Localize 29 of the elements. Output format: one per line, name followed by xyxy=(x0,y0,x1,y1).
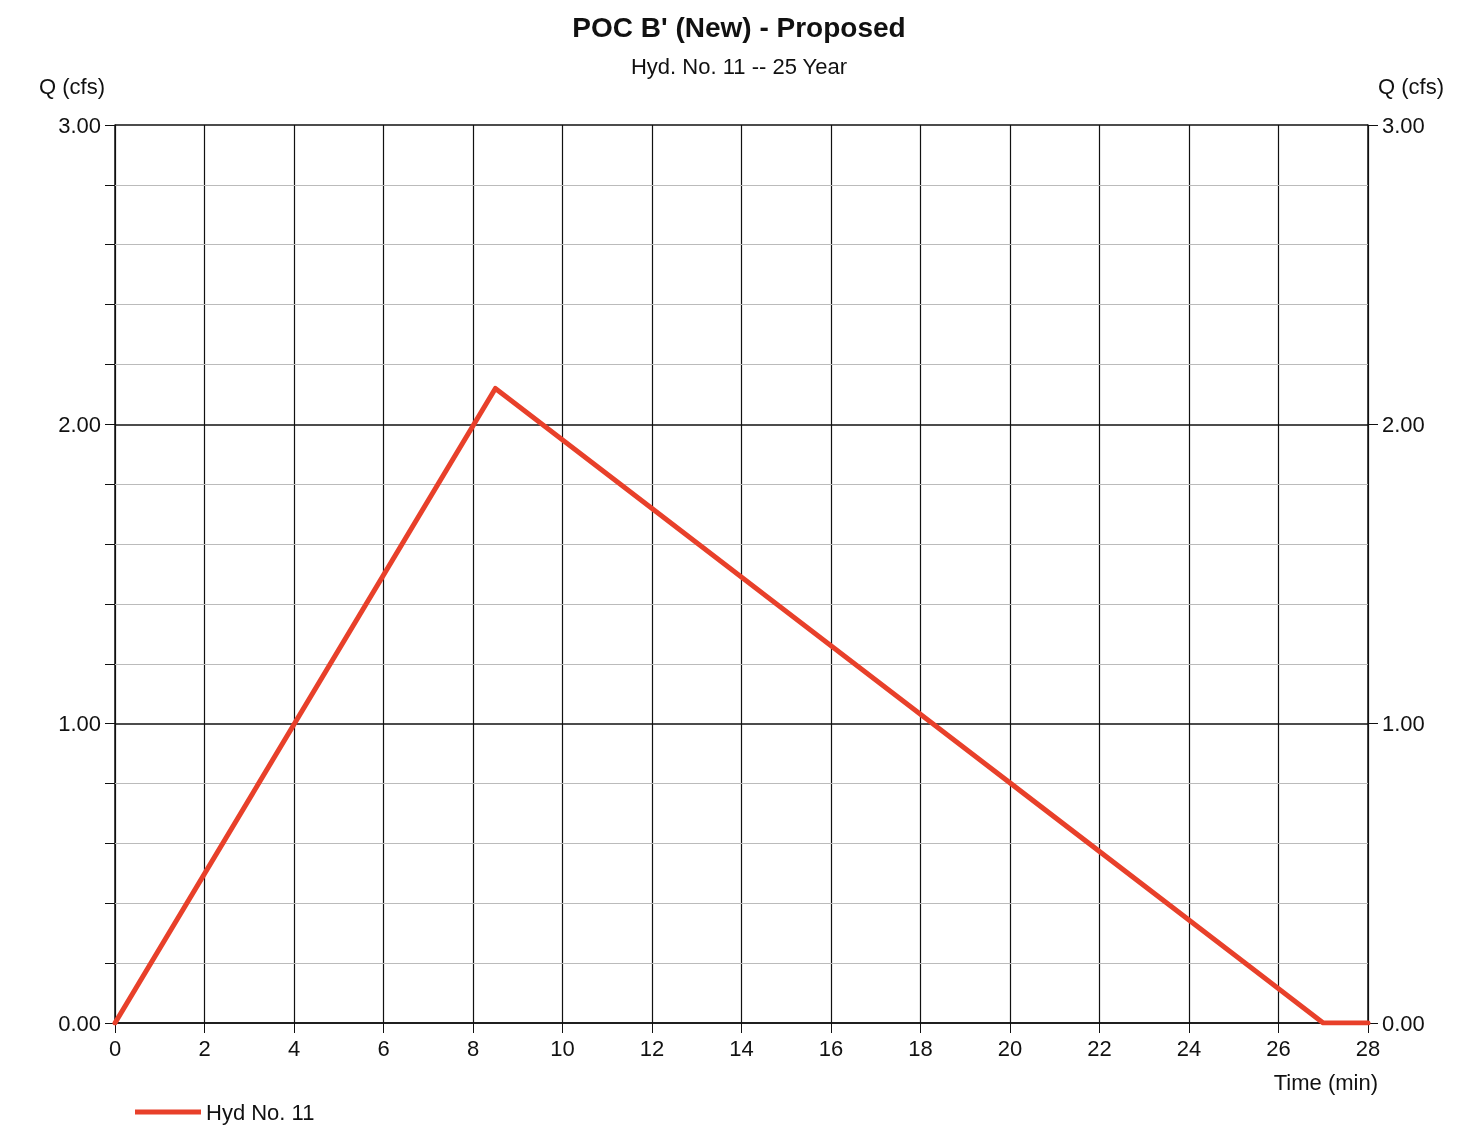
y-tick-label: 1.00 xyxy=(58,711,101,737)
x-tick-label: 22 xyxy=(1087,1035,1112,1061)
chart-subtitle: Hyd. No. 11 -- 25 Year xyxy=(630,53,848,79)
y2-tick-label: 3.00 xyxy=(1382,112,1425,138)
x-tick-label: 12 xyxy=(639,1035,665,1061)
x-tick-label: 24 xyxy=(1176,1035,1202,1061)
y2-tick-label: 2.00 xyxy=(1382,411,1425,437)
x-tick-label: 4 xyxy=(287,1035,301,1061)
x-tick-label: 18 xyxy=(908,1035,933,1061)
x-tick-label: 14 xyxy=(729,1035,754,1061)
x-tick-label: 6 xyxy=(377,1035,390,1061)
x-tick-label: 16 xyxy=(818,1035,844,1061)
x-axis-title: Time (min) xyxy=(1273,1069,1378,1095)
x-tick-label: 2 xyxy=(198,1035,211,1061)
y-tick-label: 3.00 xyxy=(58,112,101,138)
y-tick-label: 2.00 xyxy=(58,411,101,437)
chart-title: POC B' (New) - Proposed xyxy=(572,11,906,43)
y-axis-title: Q (cfs) xyxy=(39,73,105,99)
x-tick-label: 28 xyxy=(1355,1035,1381,1061)
x-tick-label: 10 xyxy=(550,1035,575,1061)
y2-tick-label: 0.00 xyxy=(1382,1010,1425,1036)
x-tick-label: 0 xyxy=(108,1035,122,1061)
legend-label: Hyd No. 11 xyxy=(206,1099,315,1125)
y2-axis-title: Q (cfs) xyxy=(1378,73,1444,99)
x-tick-label: 26 xyxy=(1266,1035,1291,1061)
y-tick-label: 0.00 xyxy=(58,1010,101,1036)
y2-tick-label: 1.00 xyxy=(1382,711,1425,737)
x-tick-label: 8 xyxy=(466,1035,480,1061)
x-tick-label: 20 xyxy=(997,1035,1023,1061)
